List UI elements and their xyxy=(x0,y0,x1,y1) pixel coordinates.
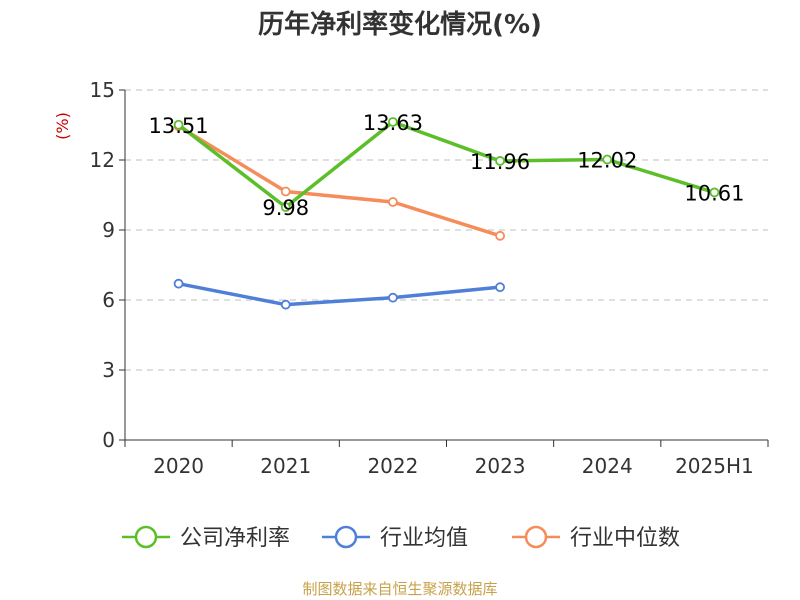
data-point xyxy=(388,197,398,207)
data-point xyxy=(709,187,720,198)
data-point xyxy=(280,299,291,310)
grid-lines xyxy=(125,89,768,371)
data-point xyxy=(280,202,291,213)
data-label: 13.63 xyxy=(363,111,423,135)
data-label: 10.61 xyxy=(684,181,744,205)
legend-marker xyxy=(334,525,358,549)
data-label: 11.96 xyxy=(470,150,530,174)
legend-label: 公司净利率 xyxy=(180,526,290,551)
x-tick-label: 2021 xyxy=(260,454,311,478)
data-point xyxy=(280,186,291,197)
y-tick-label: 12 xyxy=(90,148,115,172)
data-label: 12.02 xyxy=(577,149,637,173)
y-tick-label: 0 xyxy=(102,428,115,452)
data-point xyxy=(495,156,505,166)
x-tick-label: 2025H1 xyxy=(675,454,754,478)
legend-marker xyxy=(524,525,548,549)
series-line xyxy=(177,124,501,238)
y-tick-label: 3 xyxy=(102,358,115,382)
data-label: 13.51 xyxy=(149,114,209,138)
data-point xyxy=(388,117,398,127)
legend-marker xyxy=(134,525,158,549)
source-footer: 制图数据来自恒生聚源数据库 xyxy=(302,580,498,598)
legend-label: 行业均值 xyxy=(380,526,468,551)
y-tick-label: 6 xyxy=(102,288,115,312)
data-point xyxy=(173,119,184,130)
legend-label: 行业中位数 xyxy=(570,526,680,551)
x-tick-label: 2020 xyxy=(153,454,204,478)
x-tick-label: 2024 xyxy=(582,454,633,478)
axes: 0 3 6 9 12 15 2020 2021 2022 2023 2024 2025H1 (%) xyxy=(53,78,769,478)
x-tick-label: 2022 xyxy=(367,454,418,478)
x-tick-label: 2023 xyxy=(475,454,526,478)
data-point xyxy=(602,154,613,165)
legend: 公司净利率 行业均值 行业中位数 xyxy=(122,525,680,551)
y-tick-label: 9 xyxy=(102,218,115,242)
chart-title: 历年净利率变化情况(%) xyxy=(258,10,542,40)
data-point xyxy=(173,278,184,289)
series xyxy=(173,117,720,310)
data-label: 9.98 xyxy=(262,196,309,220)
series-line xyxy=(177,120,715,209)
data-labels: 13.51 9.98 13.63 11.96 12.02 10.61 xyxy=(149,111,745,220)
data-point xyxy=(495,282,505,293)
y-tick-label: 15 xyxy=(90,78,115,102)
data-point xyxy=(495,230,505,241)
y-axis-unit-label: (%) xyxy=(53,112,72,140)
data-point xyxy=(388,292,398,303)
series-line xyxy=(178,281,501,307)
